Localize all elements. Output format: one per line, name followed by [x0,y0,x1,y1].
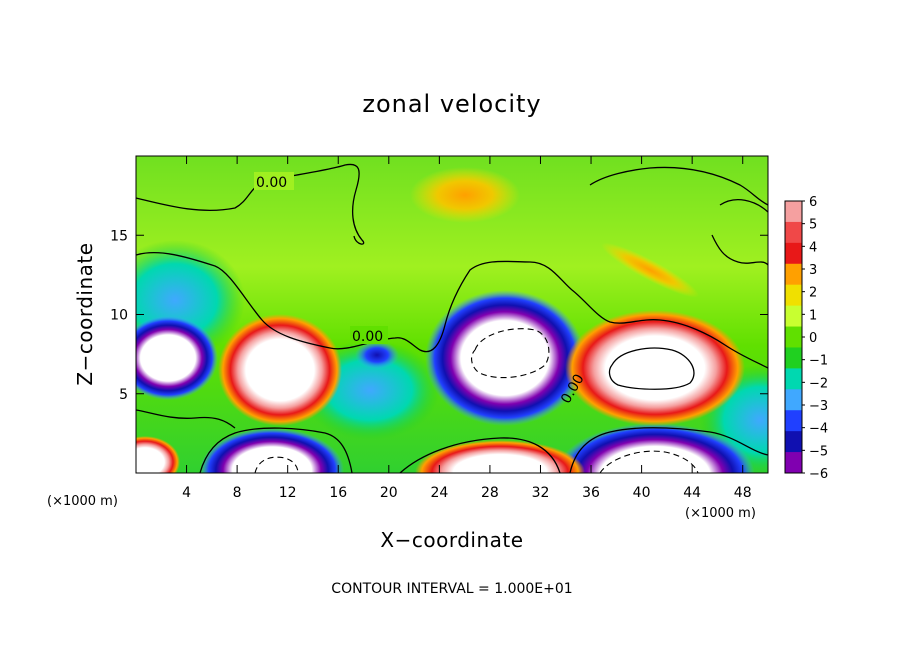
colorbar-label-6: 0 [809,331,817,346]
contour-label-1: 0.00 [256,175,287,191]
y-axis-ticks: 5 10 15 [110,228,768,403]
colorbar-swatch-4 [785,284,802,307]
feature-negative-core-bottom-right [555,423,755,473]
x-unit-left: (×1000 m) [47,494,118,509]
colorbar-frame [784,200,803,474]
colorbar-label-9: −3 [809,399,828,414]
x-tick-label-11: 48 [734,485,752,501]
colorbar-label-7: −1 [809,354,828,369]
x-tick-label-0: 4 [182,485,191,501]
colorbar-label-12: −6 [809,467,828,482]
contour-positive-right-inner [608,347,695,390]
contour-negative-dashed [254,328,699,473]
plot-area: 0.00 0.00 0.00 [136,156,768,473]
chart-title: zonal velocity [362,90,541,118]
x-tick-label-10: 44 [683,485,701,501]
colorbar: 6 5 4 3 2 1 0 −1 −2 −3 −4 −5 −6 [785,195,828,482]
colorbar-label-3: 3 [809,263,817,278]
contour-zero-upper [136,163,365,245]
x-tick-label-5: 24 [430,485,448,501]
colorbar-swatch-5 [785,305,802,328]
y-tick-label-1: 10 [110,308,128,324]
contour-lines [136,163,768,473]
colorbar-swatch-10 [785,410,802,432]
y-axis-label: Z−coordinate [73,242,97,385]
contour-zero-bottom-left [199,427,353,473]
contour-zero-upper-right [589,166,768,206]
colorbar-swatch-8 [785,368,802,390]
x-tick-label-2: 12 [279,485,297,501]
x-tick-label-4: 20 [380,485,398,501]
contour-zero-bottom-mid [399,437,561,473]
colorbar-swatch-2 [785,242,802,265]
colorbar-swatch-0 [785,201,802,223]
blue-spot-mid [355,341,399,369]
colorbar-swatch-3 [785,263,802,286]
feature-negative-core-far-left [136,316,218,400]
colorbar-swatch-1 [785,221,802,244]
colorbar-label-8: −2 [809,376,828,391]
contour-zero-bottom-right [569,427,768,473]
contour-negative-mid-inner [471,328,550,379]
contour-negative-bottom-right-inner [599,450,699,473]
colorbar-label-5: 1 [809,308,817,323]
y-tick-label-2: 15 [110,228,128,244]
orange-region-upper [410,167,520,223]
feature-positive-core-right [565,310,745,426]
colorbar-label-1: 5 [809,218,817,233]
feature-positive-core-bottom-far-left [136,436,180,473]
x-axis-ticks: 4 8 12 16 20 24 28 32 36 40 44 48 [182,156,752,501]
contour-label-background-2 [350,326,388,344]
colorbar-label-4: 2 [809,286,817,301]
contour-zero-right-loop [711,234,768,266]
colorbar-label-2: 4 [809,240,817,255]
contour-label-background-1 [254,172,294,190]
x-tick-label-3: 16 [329,485,347,501]
contour-negative-bottom-left-inner [254,456,299,473]
contour-zero-midlevel [136,252,768,369]
contour-zero-left-lower [136,409,236,429]
contour-zero-right-upper [719,199,768,213]
colorbar-swatch-12 [785,452,802,474]
colorbar-label-11: −5 [809,444,828,459]
colorbar-swatch-9 [785,389,802,411]
colorbar-label-0: 6 [809,195,817,210]
colorbar-label-10: −4 [809,422,828,437]
x-tick-label-8: 36 [582,485,600,501]
x-tick-label-6: 28 [481,485,499,501]
colorbar-swatch-7 [785,347,802,369]
feature-negative-core-mid [425,290,585,426]
y-tick-label-0: 5 [119,387,128,403]
contour-interval-footer: CONTOUR INTERVAL = 1.000E+01 [331,581,572,597]
x-axis-label: X−coordinate [380,528,523,552]
contour-label-2: 0.00 [352,329,383,345]
orange-streak [601,242,699,298]
x-tick-label-9: 40 [633,485,651,501]
x-unit-right: (×1000 m) [685,506,756,521]
feature-negative-core-bottom-left [200,428,344,473]
colorbar-swatch-11 [785,431,802,453]
x-tick-label-1: 8 [233,485,242,501]
x-tick-label-7: 32 [532,485,550,501]
feature-positive-core-left [218,314,342,426]
colorbar-swatch-6 [785,326,802,348]
